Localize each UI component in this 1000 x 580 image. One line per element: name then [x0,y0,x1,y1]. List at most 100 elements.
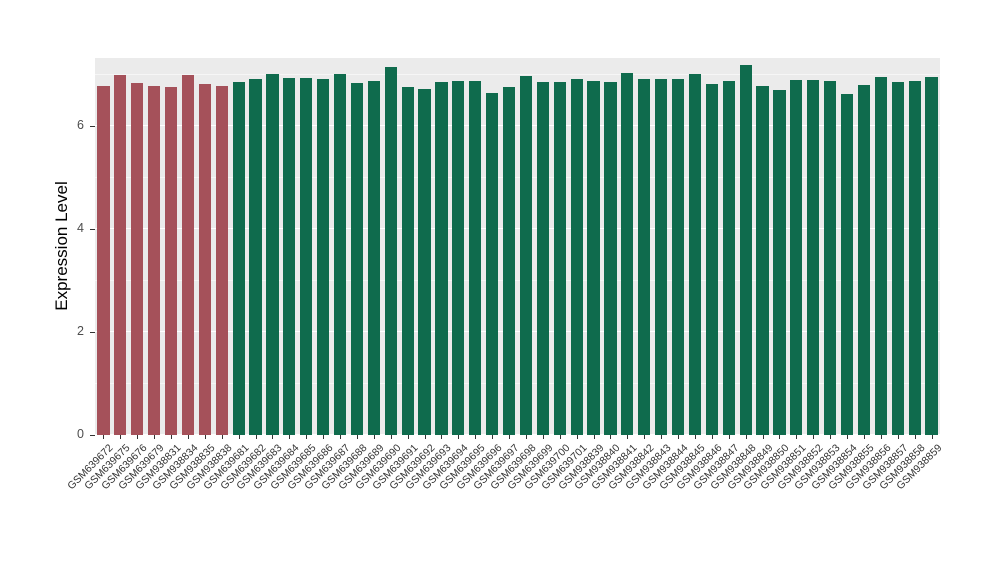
bar-GSM938845 [688,74,702,435]
x-tick-mark [204,435,206,439]
bar-GSM938855 [857,85,871,435]
bar-GSM938840 [604,81,617,435]
x-tick-mark [255,435,257,439]
x-tick-mark [238,435,240,439]
bar-GSM938834 [181,74,195,435]
bar-GSM639676 [131,82,144,435]
bar-GSM938846 [705,83,718,435]
x-tick-mark [694,435,696,439]
x-tick-mark [644,435,646,439]
bar-GSM639693 [435,82,448,435]
x-tick-mark [847,435,849,439]
bar-GSM938853 [824,80,837,435]
x-tick-mark [627,435,629,439]
x-tick-mark [830,435,832,439]
major-gridline [95,125,940,127]
x-tick-mark [323,435,325,439]
x-tick-mark [137,435,139,439]
x-tick-mark [154,435,156,439]
bar-GSM639686 [317,78,330,435]
x-tick-mark [542,435,544,439]
x-tick-mark [931,435,933,439]
bar-GSM938854 [840,93,854,435]
bar-GSM639684 [283,77,296,435]
x-tick-mark [306,435,308,439]
bar-GSM639682 [249,78,262,435]
x-tick-mark [289,435,291,439]
x-tick-mark [728,435,730,439]
minor-gridline [95,176,940,178]
bar-GSM639699 [536,81,549,435]
x-tick-mark [897,435,899,439]
x-tick-mark [272,435,274,439]
x-tick-mark [441,435,443,439]
bar-GSM639695 [469,81,482,435]
bar-GSM639683 [266,74,279,435]
x-tick-mark [863,435,865,439]
x-tick-mark [390,435,392,439]
x-tick-mark [593,435,595,439]
bar-GSM639689 [367,80,380,435]
y-tick-mark [90,126,95,128]
y-tick-label: 2 [77,324,84,339]
x-tick-mark [458,435,460,439]
x-tick-mark [373,435,375,439]
x-tick-mark [525,435,527,439]
minor-gridline [95,279,940,281]
bar-GSM639694 [452,81,465,435]
bar-GSM639687 [333,73,347,435]
x-tick-mark [914,435,916,439]
major-gridline [95,228,940,230]
major-gridline [95,331,940,333]
x-tick-mark [576,435,578,439]
bar-GSM938843 [655,79,668,435]
x-tick-mark [221,435,223,439]
y-tick-mark [90,332,95,334]
x-tick-mark [796,435,798,439]
plot-panel [95,58,940,435]
bar-GSM639688 [350,82,364,435]
y-tick-label: 0 [77,427,84,441]
x-tick-mark [779,435,781,439]
bar-GSM639685 [300,78,313,435]
bar-GSM938831 [164,86,178,435]
bar-GSM639690 [384,66,397,435]
x-tick-mark [103,435,105,439]
x-tick-mark [678,435,680,439]
major-gridline [95,434,940,435]
bar-GSM639679 [148,86,161,435]
bar-GSM938842 [638,78,651,435]
bar-GSM639691 [401,86,414,435]
bar-GSM938849 [756,86,769,435]
y-tick-label: 4 [77,221,84,236]
x-tick-mark [492,435,494,439]
bar-GSM938856 [874,76,887,435]
x-tick-mark [610,435,612,439]
bar-GSM938848 [739,65,752,435]
x-tick-mark [356,435,358,439]
y-axis-title: Expression Level [52,181,71,311]
y-tick-mark [90,435,95,436]
y-tick-mark [90,229,95,231]
minor-gridline [95,382,940,384]
x-tick-mark [509,435,511,439]
bar-GSM938850 [773,90,786,435]
x-tick-mark [711,435,713,439]
bar-GSM938844 [671,79,685,435]
x-tick-mark [424,435,426,439]
bar-GSM938839 [587,81,600,435]
x-tick-mark [880,435,882,439]
bar-GSM639672 [97,86,110,435]
bar-GSM639701 [570,79,583,435]
bar-GSM938857 [891,82,904,435]
x-tick-mark [187,435,189,439]
x-tick-mark [762,435,764,439]
x-tick-mark [813,435,815,439]
x-tick-mark [661,435,663,439]
bar-GSM938841 [621,73,634,435]
x-tick-mark [559,435,561,439]
x-tick-mark [340,435,342,439]
bar-GSM639681 [232,81,245,435]
x-tick-mark [475,435,477,439]
